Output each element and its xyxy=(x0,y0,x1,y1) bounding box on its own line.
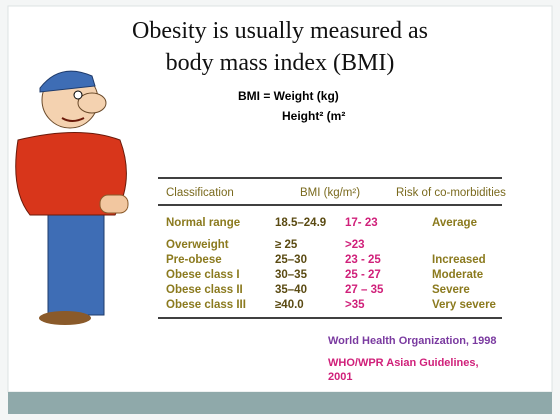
table-cell: Obese class II xyxy=(166,284,243,296)
table-cell: Moderate xyxy=(432,269,483,281)
formula-numerator: BMI = Weight (kg) xyxy=(238,89,339,103)
table-cell: 35–40 xyxy=(275,284,307,296)
table-cell: 25–30 xyxy=(275,254,307,266)
formula-denominator: Height² (m² xyxy=(282,109,345,123)
table-cell: 18.5–24.9 xyxy=(275,217,326,229)
title-line: body mass index (BMI) xyxy=(166,50,395,76)
table-cell: >23 xyxy=(345,239,365,251)
source-note: 2001 xyxy=(328,371,352,383)
source-note: World Health Organization, 1998 xyxy=(328,335,497,347)
table-cell: Normal range xyxy=(166,217,240,229)
source-note: WHO/WPR Asian Guidelines, xyxy=(328,357,479,369)
table-cell: 27 – 35 xyxy=(345,284,384,296)
table-cell: Pre-obese xyxy=(166,254,222,266)
table-cell: 30–35 xyxy=(275,269,308,281)
table-cell: ≥ 25 xyxy=(275,239,298,251)
table-cell: 23 - 25 xyxy=(345,254,381,266)
table-cell: ≥40.0 xyxy=(275,299,304,311)
table-cell: Overweight xyxy=(166,239,229,251)
table-cell: Very severe xyxy=(432,299,496,311)
table-cell: >35 xyxy=(345,299,365,311)
table-cell: Increased xyxy=(432,254,486,266)
table-cell: 17- 23 xyxy=(345,217,378,229)
title-line: Obesity is usually measured as xyxy=(132,18,428,44)
footer-band xyxy=(8,392,552,414)
column-header: Risk of co-morbidities xyxy=(396,187,506,199)
table-cell: Severe xyxy=(432,284,470,296)
column-header: BMI (kg/m²) xyxy=(300,187,360,199)
table-cell: Obese class I xyxy=(166,269,240,281)
table-cell: Obese class III xyxy=(166,299,246,311)
cartoon-man xyxy=(15,70,129,325)
table-cell: 25 - 27 xyxy=(345,269,381,281)
column-header: Classification xyxy=(166,187,234,199)
table-body: Normal range 18.5–24.9 17- 23 Average Overwe… xyxy=(166,217,496,311)
table-cell: Average xyxy=(432,217,477,229)
